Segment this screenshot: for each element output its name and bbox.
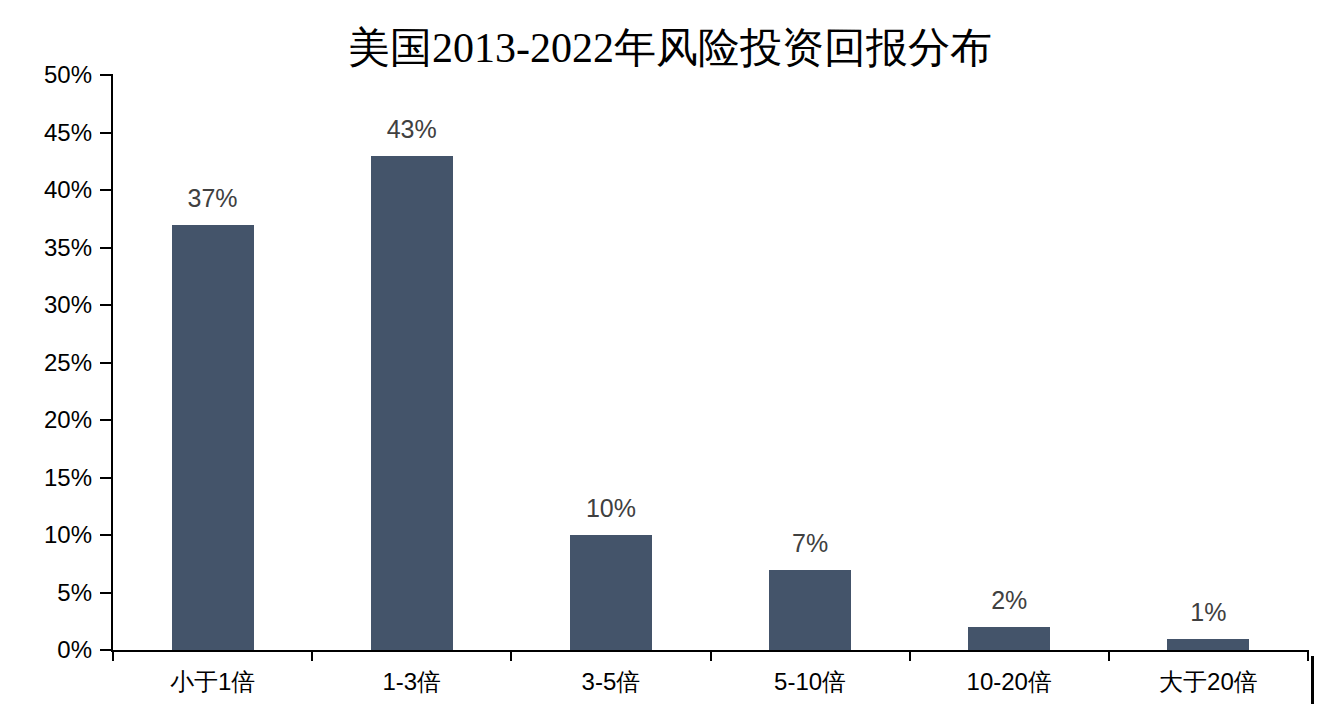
x-category-label: 5-10倍	[711, 668, 910, 696]
category-cell: 10%	[511, 75, 710, 650]
x-tick-mark	[710, 650, 712, 661]
x-tick-mark	[1307, 650, 1309, 661]
y-tick-mark	[100, 592, 113, 594]
x-category-label: 小于1倍	[113, 668, 312, 696]
bar	[769, 570, 851, 651]
y-tick-label: 10%	[0, 523, 92, 547]
bar-data-label: 1%	[1190, 599, 1226, 625]
y-tick-label: 15%	[0, 466, 92, 490]
bar	[968, 627, 1050, 650]
y-tick-mark	[100, 189, 113, 191]
x-tick-mark	[510, 650, 512, 661]
chart-title: 美国2013-2022年风险投资回报分布	[0, 24, 1340, 72]
y-tick-label: 30%	[0, 293, 92, 317]
bar	[570, 535, 652, 650]
y-tick-label: 5%	[0, 581, 92, 605]
x-tick-mark	[112, 650, 114, 661]
y-tick-mark	[100, 419, 113, 421]
bar-data-label: 10%	[586, 495, 636, 521]
category-cell: 37%	[113, 75, 312, 650]
bar-data-label: 43%	[387, 116, 437, 142]
category-cell: 2%	[910, 75, 1109, 650]
bar	[1167, 639, 1249, 651]
y-tick-mark	[100, 304, 113, 306]
y-tick-mark	[100, 477, 113, 479]
x-tick-mark	[909, 650, 911, 661]
y-tick-mark	[100, 362, 113, 364]
y-tick-label: 20%	[0, 408, 92, 432]
category-cell: 7%	[711, 75, 910, 650]
y-tick-label: 45%	[0, 121, 92, 145]
bar-data-label: 2%	[991, 587, 1027, 613]
y-tick-label: 25%	[0, 351, 92, 375]
x-category-label: 大于20倍	[1109, 668, 1308, 696]
y-tick-mark	[100, 534, 113, 536]
y-tick-label: 0%	[0, 638, 92, 662]
bar-data-label: 37%	[188, 185, 238, 211]
category-cell: 43%	[312, 75, 511, 650]
x-tick-mark	[1108, 650, 1110, 661]
y-tick-mark	[100, 247, 113, 249]
bar-chart: 美国2013-2022年风险投资回报分布 0% 5% 10% 15% 20% 25% 30%…	[0, 0, 1340, 724]
y-tick-mark	[100, 132, 113, 134]
bar	[172, 225, 254, 651]
stray-vertical-line	[1311, 656, 1314, 704]
x-category-label: 3-5倍	[511, 668, 710, 696]
bar	[371, 156, 453, 651]
y-tick-label: 35%	[0, 236, 92, 260]
y-tick-label: 40%	[0, 178, 92, 202]
category-cell: 1%	[1109, 75, 1308, 650]
x-category-label: 1-3倍	[312, 668, 511, 696]
x-category-label: 10-20倍	[910, 668, 1109, 696]
y-tick-label: 50%	[0, 63, 92, 87]
x-tick-mark	[311, 650, 313, 661]
bar-data-label: 7%	[792, 530, 828, 556]
y-tick-mark	[100, 74, 113, 76]
